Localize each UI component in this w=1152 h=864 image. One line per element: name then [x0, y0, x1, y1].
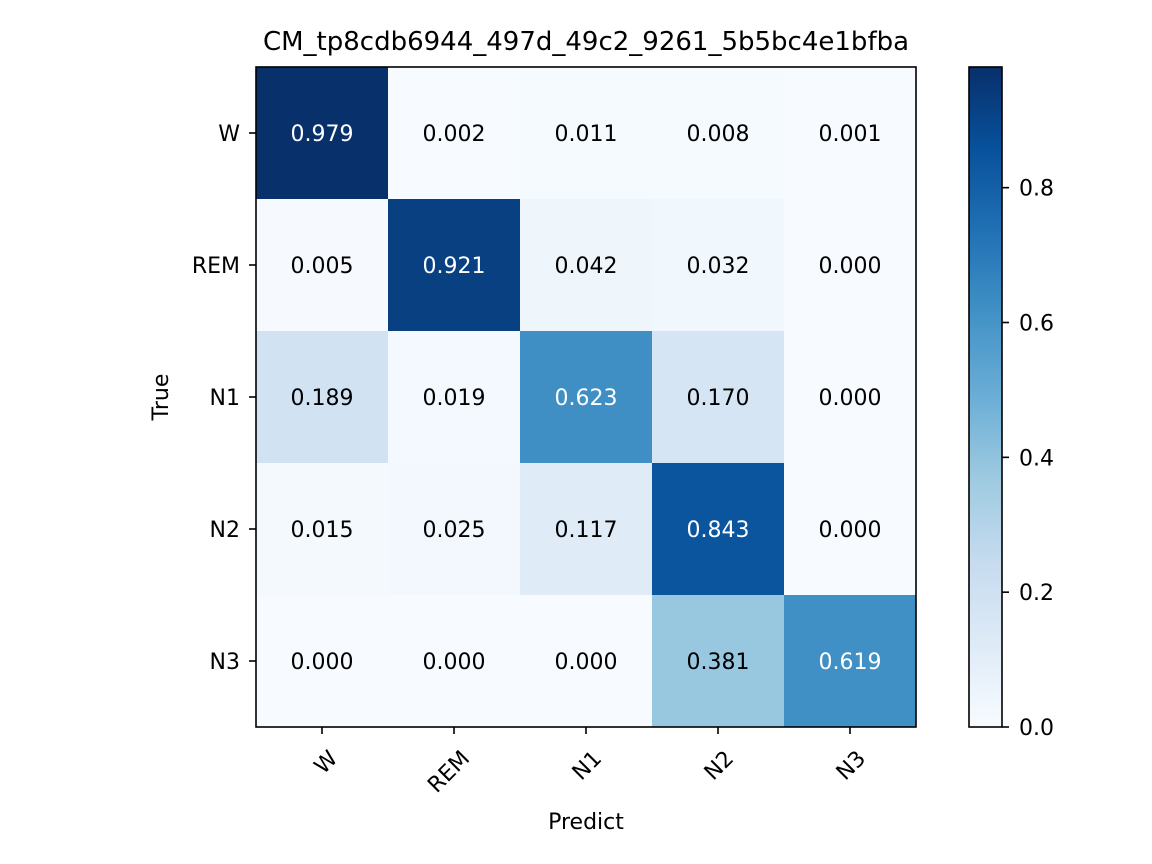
cell-value-label: 0.619	[819, 650, 882, 675]
cell-value-label: 0.921	[423, 254, 486, 279]
cell-value-label: 0.005	[291, 254, 354, 279]
x-tick-label: REM	[423, 746, 475, 798]
heatmap-cells	[256, 67, 917, 728]
heatmap-cell	[520, 199, 653, 332]
cell-value-label: 0.025	[423, 518, 486, 543]
colorbar-tick-label: 0.6	[1019, 312, 1054, 337]
cell-value-label: 0.623	[555, 386, 618, 411]
y-tick-label: W	[218, 122, 240, 147]
heatmap-cell	[520, 331, 653, 464]
y-axis-label: True	[149, 374, 174, 422]
heatmap-cell	[388, 595, 521, 728]
cell-value-label: 0.000	[819, 254, 882, 279]
heatmap-cell	[256, 463, 389, 596]
heatmap-cell	[652, 67, 785, 200]
y-axis-ticks: W REM N1 N2 N3	[192, 122, 256, 675]
cell-value-label: 0.001	[819, 122, 882, 147]
heatmap-cell	[652, 595, 785, 728]
heatmap-cell	[256, 67, 389, 200]
cell-value-label: 0.170	[687, 386, 750, 411]
cell-value-label: 0.008	[687, 122, 750, 147]
heatmap-cell	[520, 463, 653, 596]
x-tick-label: W	[310, 746, 343, 779]
cell-value-label: 0.011	[555, 122, 618, 147]
colorbar-tick-label: 0.0	[1019, 716, 1054, 741]
heatmap-cell-labels: 0.979 0.002 0.011 0.008 0.001 0.005 0.921 0.042…	[291, 122, 882, 675]
cell-value-label: 0.002	[423, 122, 486, 147]
heatmap-cell	[388, 463, 521, 596]
heatmap-cell	[652, 199, 785, 332]
colorbar-ticks: 0.0 0.2 0.4 0.6 0.8	[1002, 177, 1054, 741]
heatmap-cell	[520, 595, 653, 728]
x-tick-label: N2	[700, 746, 739, 785]
heatmap-cell	[784, 595, 917, 728]
colorbar-tick-label: 0.8	[1019, 177, 1054, 202]
cell-value-label: 0.843	[687, 518, 750, 543]
heatmap-cell	[256, 595, 389, 728]
y-tick-label: N3	[210, 650, 240, 675]
cell-value-label: 0.000	[291, 650, 354, 675]
cell-value-label: 0.000	[423, 650, 486, 675]
x-axis-ticks: W REM N1 N2 N3	[310, 727, 871, 798]
x-axis-label: Predict	[548, 810, 624, 835]
y-tick-label: REM	[192, 254, 240, 279]
cell-value-label: 0.381	[687, 650, 750, 675]
heatmap-cell	[784, 67, 917, 200]
cell-value-label: 0.000	[819, 518, 882, 543]
cell-value-label: 0.019	[423, 386, 486, 411]
x-tick-label: N3	[832, 746, 871, 785]
heatmap-cell	[784, 199, 917, 332]
heatmap-cell	[388, 67, 521, 200]
colorbar-tick-label: 0.2	[1019, 581, 1054, 606]
heatmap-cell	[388, 199, 521, 332]
heatmap-cell	[784, 331, 917, 464]
colorbar	[968, 66, 1003, 728]
cell-value-label: 0.032	[687, 254, 750, 279]
cell-value-label: 0.189	[291, 386, 354, 411]
heatmap-cell	[388, 331, 521, 464]
cell-value-label: 0.000	[819, 386, 882, 411]
heatmap-cell	[652, 331, 785, 464]
cell-value-label: 0.015	[291, 518, 354, 543]
y-tick-label: N1	[210, 386, 240, 411]
heatmap-cell	[784, 463, 917, 596]
cell-value-label: 0.117	[555, 518, 618, 543]
colorbar-tick-label: 0.4	[1019, 446, 1054, 471]
cell-value-label: 0.000	[555, 650, 618, 675]
heatmap-cell	[652, 463, 785, 596]
heatmap-cell	[256, 199, 389, 332]
cell-value-label: 0.979	[291, 122, 354, 147]
y-tick-label: N2	[210, 518, 240, 543]
cell-value-label: 0.042	[555, 254, 618, 279]
x-tick-label: N1	[568, 746, 607, 785]
heatmap-cell	[256, 331, 389, 464]
chart-title: CM_tp8cdb6944_497d_49c2_9261_5b5bc4e1bfb…	[263, 27, 909, 57]
heatmap-cell	[520, 67, 653, 200]
